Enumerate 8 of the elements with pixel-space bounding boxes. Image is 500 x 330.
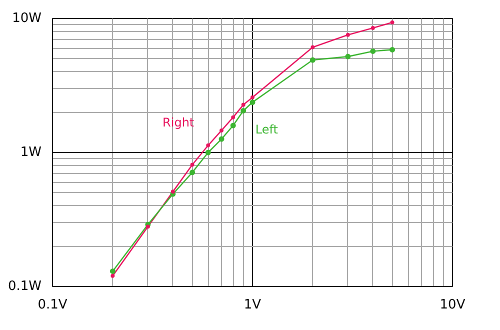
y-tick-label: 1W	[20, 145, 42, 160]
x-tick-label: 1V	[244, 298, 262, 312]
x-tick-label: 0.1V	[38, 298, 68, 312]
y-tick-label: 0.1W	[8, 279, 42, 294]
y-tick-label: 10W	[12, 11, 42, 26]
series-label: Left	[255, 122, 278, 137]
series-label: Right	[162, 115, 194, 130]
x-tick-label: 10V	[440, 298, 466, 312]
